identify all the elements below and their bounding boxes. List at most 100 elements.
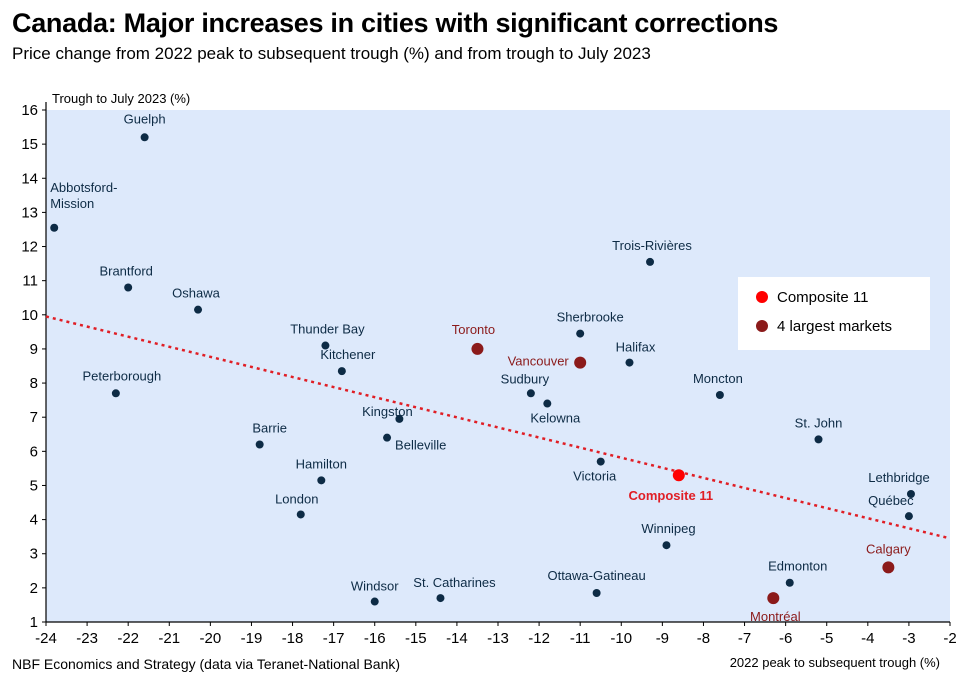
y-tick-label: 6 (30, 443, 38, 460)
label-peterborough: Peterborough (82, 368, 161, 383)
label-windsor: Windsor (351, 579, 399, 594)
x-tick-label: -12 (528, 630, 550, 647)
x-tick-label: -6 (779, 630, 792, 647)
point-qu-bec (904, 512, 913, 521)
x-tick-label: -9 (656, 630, 669, 647)
legend-label-largest-markets: 4 largest markets (777, 318, 892, 335)
point-guelph (140, 133, 149, 142)
point-london (296, 510, 305, 519)
x-tick-label: -21 (158, 630, 180, 647)
label-brantford: Brantford (99, 263, 152, 278)
point-composite-11 (672, 469, 685, 482)
label-st-john: St. John (795, 415, 843, 430)
label-trois-rivi-res: Trois-Rivières (612, 238, 692, 253)
label-thunder-bay: Thunder Bay (290, 322, 365, 337)
label-kingston: Kingston (362, 404, 413, 419)
label-guelph: Guelph (124, 111, 166, 126)
x-tick-label: -7 (738, 630, 751, 647)
label-sherbrooke: Sherbrooke (557, 310, 624, 325)
x-tick-label: -19 (241, 630, 263, 647)
point-thunder-bay (321, 341, 330, 350)
point-victoria (596, 457, 605, 466)
chart-title: Canada: Major increases in cities with s… (12, 8, 779, 38)
point-oshawa (194, 305, 203, 314)
trend-line (45, 315, 951, 540)
label-victoria: Victoria (573, 469, 617, 484)
point-abbotsford-mission (50, 223, 59, 232)
x-tick-label: -15 (405, 630, 427, 647)
x-tick-label: -14 (446, 630, 468, 647)
point-st-catharines (436, 594, 445, 603)
source-note: NBF Economics and Strategy (data via Ter… (12, 656, 401, 672)
y-tick-label: 5 (30, 477, 38, 494)
point-sherbrooke (576, 329, 585, 338)
label-montr-al: Montréal (750, 609, 801, 624)
label-hamilton: Hamilton (296, 456, 347, 471)
x-tick-label: -10 (610, 630, 632, 647)
label-barrie: Barrie (252, 421, 287, 436)
y-tick-label: 2 (30, 580, 38, 597)
point-windsor (370, 597, 379, 606)
x-tick-label: -23 (76, 630, 98, 647)
plot-area (46, 110, 950, 622)
legend-box (738, 277, 930, 350)
legend: Composite 11 4 largest markets (738, 277, 930, 350)
label-qu-bec: Québec (868, 493, 914, 508)
x-tick-label: -24 (35, 630, 57, 647)
point-toronto (471, 342, 484, 355)
legend-label-composite: Composite 11 (777, 289, 868, 306)
x-axis-label: 2022 peak to subsequent trough (%) (730, 655, 940, 670)
y-axis-label: Trough to July 2023 (%) (52, 91, 190, 106)
x-tick-label: -5 (820, 630, 833, 647)
label-edmonton: Edmonton (768, 559, 827, 574)
x-tick-label: -22 (117, 630, 139, 647)
point-labels: Guelph Abbotsford-Mission Brantford Oshawa P… (50, 111, 929, 624)
x-tick-label: -11 (570, 630, 591, 647)
point-hamilton (317, 476, 326, 485)
y-tick-label: 15 (21, 136, 38, 153)
point-brantford (124, 283, 133, 292)
y-tick-label: 4 (30, 512, 38, 529)
point-halifax (625, 358, 634, 367)
y-tick-label: 16 (21, 102, 38, 119)
point-montr-al (767, 592, 780, 605)
x-tick-label: -17 (323, 630, 345, 647)
point-calgary (882, 561, 895, 574)
x-tick-label: -8 (697, 630, 710, 647)
label-abbotsford-mission: Abbotsford-Mission (50, 180, 117, 211)
label-kelowna: Kelowna (530, 411, 581, 426)
y-tick-label: 3 (30, 546, 38, 563)
label-belleville: Belleville (395, 438, 446, 453)
label-halifax: Halifax (616, 340, 656, 355)
point-moncton (715, 391, 724, 400)
point-kitchener (337, 367, 346, 376)
point-barrie (255, 440, 264, 449)
y-tick-label: 7 (30, 409, 38, 426)
label-composite-11: Composite 11 (629, 488, 714, 503)
point-edmonton (785, 578, 794, 587)
point-winnipeg (662, 541, 671, 550)
legend-marker-largest-markets (756, 320, 768, 332)
x-tick-label: -16 (364, 630, 386, 647)
label-vancouver: Vancouver (508, 354, 570, 369)
y-tick-label: 8 (30, 375, 38, 392)
y-tick-label: 10 (21, 307, 38, 324)
label-toronto: Toronto (452, 322, 495, 337)
x-tick-label: -3 (902, 630, 915, 647)
label-st-catharines: St. Catharines (413, 575, 496, 590)
label-oshawa: Oshawa (172, 286, 220, 301)
chart-subtitle: Price change from 2022 peak to subsequen… (12, 44, 651, 63)
y-tick-label: 14 (21, 170, 38, 187)
label-sudbury: Sudbury (501, 371, 550, 386)
label-winnipeg: Winnipeg (641, 521, 695, 536)
legend-marker-composite (756, 291, 768, 303)
point-lethbridge (906, 490, 915, 498)
point-trois-rivi-res (646, 257, 655, 266)
label-moncton: Moncton (693, 371, 743, 386)
y-tick-label: 9 (30, 341, 38, 358)
x-tick-label: -13 (487, 630, 509, 647)
point-vancouver (574, 356, 587, 369)
y-tick-label: 11 (22, 273, 38, 290)
point-ottawa-gatineau (592, 588, 601, 597)
